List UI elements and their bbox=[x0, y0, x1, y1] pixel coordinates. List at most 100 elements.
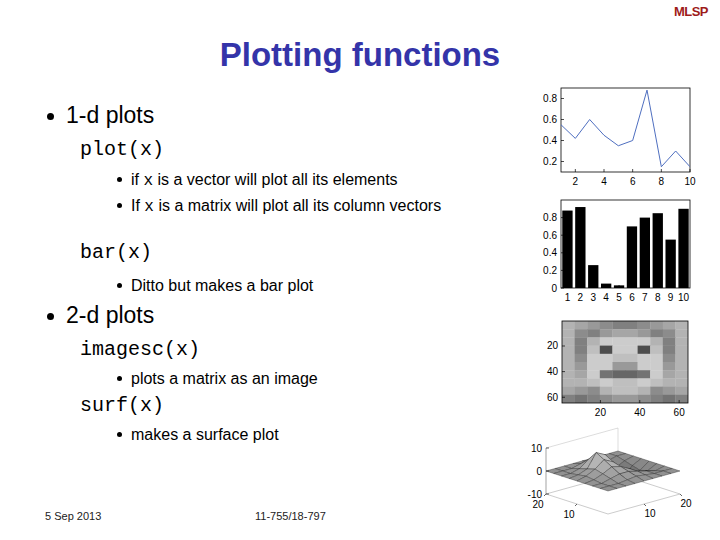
cell bbox=[562, 387, 575, 396]
cell bbox=[638, 337, 651, 346]
x-tick-label: 20 bbox=[595, 407, 607, 418]
x-tick bbox=[639, 400, 640, 403]
note: makes a surface plot bbox=[131, 423, 476, 446]
cell bbox=[650, 378, 663, 387]
y-tick-label: 0.6 bbox=[543, 114, 557, 125]
cell bbox=[675, 321, 688, 330]
x-tick bbox=[644, 504, 646, 506]
y-tick-label: 40 bbox=[547, 366, 559, 377]
x-tick bbox=[593, 285, 594, 288]
x-tick bbox=[644, 285, 645, 288]
cell bbox=[625, 395, 638, 403]
bar bbox=[601, 284, 611, 288]
cell bbox=[625, 370, 638, 379]
note-text: Ditto but makes a bar plot bbox=[131, 277, 313, 294]
cell bbox=[675, 395, 688, 403]
cell bbox=[587, 378, 600, 387]
cell bbox=[575, 337, 588, 346]
bullet bbox=[117, 283, 122, 288]
x-tick bbox=[580, 285, 581, 288]
cell bbox=[650, 337, 663, 346]
cell bbox=[562, 370, 575, 379]
cell bbox=[625, 329, 638, 338]
charts: 2468100.20.40.60.800.20.40.60.8123456789… bbox=[0, 0, 720, 540]
bullet bbox=[117, 203, 122, 208]
command: plot(x) bbox=[80, 138, 164, 161]
cell bbox=[638, 387, 651, 396]
x-tick-label: 20 bbox=[680, 498, 692, 509]
cell bbox=[663, 329, 676, 338]
command: imagesc(x) bbox=[80, 338, 200, 361]
cell bbox=[562, 354, 575, 363]
cell bbox=[675, 378, 688, 387]
cell bbox=[587, 354, 600, 363]
x-tick bbox=[679, 400, 680, 403]
bar bbox=[588, 265, 598, 288]
cell bbox=[562, 329, 575, 338]
cell bbox=[612, 395, 625, 403]
cell bbox=[675, 370, 688, 379]
cell bbox=[562, 395, 575, 403]
cell bbox=[638, 346, 651, 355]
bar bbox=[562, 211, 572, 288]
surface-chart: -1001010201020 bbox=[528, 428, 692, 520]
cell bbox=[575, 362, 588, 371]
cell bbox=[575, 346, 588, 355]
x-tick-label: 40 bbox=[634, 407, 646, 418]
cell bbox=[675, 337, 688, 346]
cell bbox=[600, 362, 613, 371]
x-tick-label: 4 bbox=[601, 176, 607, 187]
y-tick bbox=[544, 494, 546, 496]
cell bbox=[600, 370, 613, 379]
code-text: x bbox=[143, 172, 153, 190]
x-tick bbox=[680, 494, 682, 496]
logo: MLSP bbox=[674, 4, 708, 19]
cell bbox=[663, 346, 676, 355]
bullet bbox=[117, 376, 122, 381]
x-tick-label: 6 bbox=[630, 176, 636, 187]
cell bbox=[612, 387, 625, 396]
cell bbox=[638, 362, 651, 371]
note-text: makes a surface plot bbox=[131, 426, 279, 443]
cell bbox=[587, 321, 600, 330]
plot-area bbox=[561, 90, 690, 167]
cell bbox=[638, 354, 651, 363]
y-tick-label: 0.4 bbox=[543, 135, 557, 146]
cell bbox=[575, 395, 588, 403]
bullet bbox=[117, 432, 122, 437]
x-tick bbox=[632, 169, 633, 172]
cell bbox=[575, 387, 588, 396]
cell bbox=[625, 387, 638, 396]
y-tick-label: 10 bbox=[563, 509, 575, 520]
image-chart: 204060204060 bbox=[547, 321, 688, 418]
cell bbox=[663, 321, 676, 330]
cell bbox=[663, 354, 676, 363]
cell bbox=[612, 362, 625, 371]
y-tick bbox=[561, 140, 564, 141]
y-tick bbox=[562, 397, 565, 398]
x-tick-label: 7 bbox=[642, 292, 648, 303]
cell bbox=[675, 387, 688, 396]
x-tick bbox=[661, 169, 662, 172]
bar bbox=[665, 240, 675, 288]
cell bbox=[638, 370, 651, 379]
cell bbox=[650, 321, 663, 330]
cell bbox=[612, 337, 625, 346]
x-tick bbox=[604, 169, 605, 172]
cell bbox=[587, 395, 600, 403]
cell bbox=[600, 354, 613, 363]
command: surf(x) bbox=[80, 394, 164, 417]
cell bbox=[575, 321, 588, 330]
z-tick bbox=[546, 494, 549, 495]
x-tick bbox=[606, 285, 607, 288]
y-tick-label: 0.8 bbox=[543, 93, 557, 104]
x-tick-label: 3 bbox=[590, 292, 596, 303]
plot-frame bbox=[561, 200, 690, 288]
cell bbox=[575, 354, 588, 363]
cell bbox=[600, 337, 613, 346]
cell bbox=[587, 370, 600, 379]
note-text: if bbox=[131, 171, 143, 188]
cell bbox=[650, 395, 663, 403]
plot-frame bbox=[562, 321, 688, 403]
y-tick-label: 0.8 bbox=[543, 212, 557, 223]
